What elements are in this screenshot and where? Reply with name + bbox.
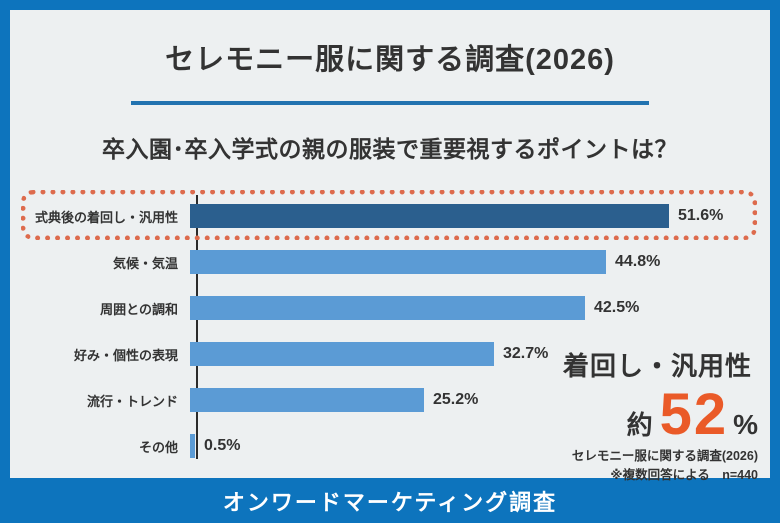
bar-value: 51.6% [678,207,724,224]
bar-area: 32.7% [188,342,770,366]
callout-source-line2: ※複数回答による n=440 [610,468,758,483]
bar-value: 25.2% [433,391,479,408]
chart-row: 周囲との調和 42.5% [10,285,770,331]
bar-value: 32.7% [503,345,549,362]
chart-row: 好み・個性の表現 32.7% [10,331,770,377]
bar-chart: 式典後の着回し・汎用性 51.6% 気候・気温 44.8% 周囲との調和 42.… [10,193,770,469]
callout-source: セレモニー服に関する調査(2026) ※複数回答による n=440 [528,447,758,486]
chart-row: その他 0.5% [10,423,770,469]
bar-value: 44.8% [615,253,661,270]
survey-card: セレモニー服に関する調査(2026) 卒入園･卒入学式の親の服装で重要視するポイ… [10,10,770,482]
bar-value: 0.5% [204,437,241,454]
bar-label: その他 [138,439,178,455]
bar-value: 42.5% [594,299,640,316]
chart-row: 気候・気温 44.8% [10,239,770,285]
key-finding-callout: 着回し・汎用性 約 52 % セレモニー服に関する調査(2026) ※複数回答に… [528,346,758,486]
bar [190,296,585,320]
bar [190,250,606,274]
bar [190,434,195,458]
bar [190,342,494,366]
bar-area: 25.2% [188,388,770,412]
callout-approx-label: 約 [626,410,653,440]
callout-big-number: 52 [659,382,729,447]
bar-area: 42.5% [188,296,770,320]
bar-label: 周囲との調和 [100,301,178,317]
bar-label: 気候・気温 [112,255,178,271]
chart-row: 流行・トレンド 25.2% [10,377,770,423]
callout-title: 着回し・汎用性 [562,351,752,381]
chart-axis-line [196,195,198,459]
callout-percent-unit: % [733,409,758,440]
bar-label: 流行・トレンド [86,393,178,409]
bar [190,388,424,412]
callout-number: 約 52 % [528,382,758,447]
chart-rows: 式典後の着回し・汎用性 51.6% 気候・気温 44.8% 周囲との調和 42.… [10,193,770,469]
bar-area: 51.6% [188,204,770,228]
callout-source-line1: セレモニー服に関する調査(2026) [571,449,758,464]
bar-area: 44.8% [188,250,770,274]
footer-brand: オンワードマーケティング調査 [222,489,558,515]
title-underline [131,101,649,105]
page-title: セレモニー服に関する調査(2026) [165,44,615,76]
bar-label: 式典後の着回し・汎用性 [34,209,178,225]
bar-label: 好み・個性の表現 [73,347,178,363]
chart-row: 式典後の着回し・汎用性 51.6% [10,193,770,239]
bar [190,204,669,228]
bar-area: 0.5% [188,434,770,458]
survey-question: 卒入園･卒入学式の親の服装で重要視するポイントは？ [102,136,678,162]
